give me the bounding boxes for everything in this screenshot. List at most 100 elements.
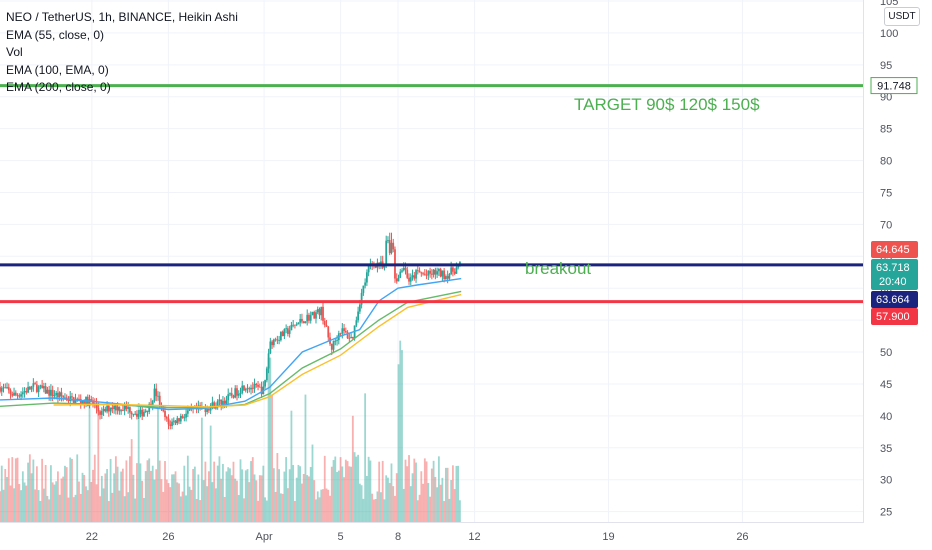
volume-bar (237, 495, 240, 522)
volume-bar (408, 455, 410, 522)
volume-bar (215, 488, 217, 522)
candle-body (102, 408, 105, 411)
volume-bar (92, 469, 94, 522)
candle-body (278, 340, 281, 342)
volume-bar (250, 461, 252, 522)
volume-bar (429, 496, 431, 522)
volume-bar (123, 496, 126, 522)
volume-bar (315, 499, 317, 522)
candle-body (325, 325, 328, 327)
volume-bar (78, 481, 80, 522)
candle-body (51, 389, 54, 397)
volume-bar (306, 475, 309, 522)
candle-body (174, 420, 177, 424)
candle-body (336, 340, 338, 341)
volume-bar (415, 462, 417, 522)
candle-body (309, 315, 312, 321)
volume-bar (434, 476, 437, 522)
price-tick-label: 105 (880, 0, 898, 8)
candle-body (429, 270, 431, 274)
volume-bar (378, 461, 381, 522)
volume-bar (121, 468, 124, 522)
candle-body (362, 285, 365, 293)
volume-bar (427, 483, 430, 522)
price-tick-label: 75 (880, 187, 892, 199)
time-tick-label: 19 (602, 531, 614, 543)
volume-bar (53, 484, 56, 522)
volume-bar (348, 466, 351, 522)
currency-button[interactable]: USDT (884, 7, 920, 26)
volume-bar (258, 475, 261, 522)
volume-bar (83, 474, 86, 522)
candle-body (302, 321, 305, 324)
indicator-ema-55[interactable]: EMA (55, close, 0) (6, 27, 105, 42)
volume-bar (269, 357, 272, 522)
time-tick-label: 22 (86, 531, 98, 543)
volume-bar (457, 465, 460, 522)
volume-bar (441, 477, 444, 522)
volume-bar (365, 475, 368, 522)
candle-body (121, 410, 124, 412)
candle-body (211, 402, 214, 406)
price-tags: 91.748 64.645 63.718 20:40 63.664 57.900 (870, 77, 918, 325)
candle-body (351, 336, 354, 339)
volume-bar (111, 492, 114, 522)
candle-body (422, 273, 424, 275)
candle-body (55, 392, 58, 396)
volume-bar (157, 408, 159, 522)
volume-bar (146, 460, 149, 522)
volume-bar (327, 489, 330, 522)
volume-bar (371, 493, 374, 522)
volume-bar (239, 459, 242, 522)
candle-body (374, 265, 377, 268)
candle-body (125, 405, 128, 409)
volume-bar (294, 501, 296, 522)
volume-bar (322, 489, 324, 522)
volume-bar (316, 491, 319, 522)
target-annotation[interactable]: TARGET 90$ 120$ 150$ (574, 95, 760, 114)
volume-bar (216, 465, 219, 522)
volume-bar (376, 491, 379, 522)
indicator-vol[interactable]: Vol (6, 45, 23, 59)
indicator-ema-100[interactable]: EMA (100, EMA, 0) (6, 62, 109, 77)
volume-bar (334, 456, 337, 522)
candle-body (62, 396, 65, 398)
volume-bar (118, 490, 121, 522)
volume-bar (241, 469, 244, 522)
candle-body (218, 399, 221, 401)
volume-bar (151, 465, 154, 522)
symbol-line[interactable]: NEO / TetherUS, 1h, BINANCE, Heikin Ashi (6, 10, 238, 24)
volume-bar (437, 456, 440, 522)
price-tick-label: 35 (880, 443, 892, 455)
candle-body (111, 407, 114, 410)
candle-body (58, 392, 61, 398)
candle-body (181, 415, 184, 419)
volume-bar (439, 484, 442, 522)
candle-body (239, 392, 242, 394)
candle-body (383, 265, 386, 268)
candle-body (395, 278, 398, 282)
candle-body (134, 413, 137, 415)
candle-body (272, 339, 275, 346)
candle-body (0, 387, 1, 392)
candle-body (258, 386, 261, 388)
candle-body (151, 400, 154, 406)
candle-body (132, 413, 135, 415)
volume-bar (285, 457, 288, 522)
indicator-ema-200[interactable]: EMA (200, close, 0) (6, 80, 111, 94)
candle-body (120, 410, 123, 412)
price-tick-label: 40 (880, 411, 892, 423)
volume-bar (236, 480, 238, 522)
candle-body (130, 412, 133, 415)
candle-body (348, 338, 351, 339)
volume-bar (436, 487, 439, 522)
breakout-annotation[interactable]: breakout (525, 259, 592, 278)
volume-bar (336, 472, 338, 522)
candle-body (257, 384, 259, 387)
volume-bar (57, 471, 59, 522)
candle-body (365, 272, 368, 283)
candle-body (185, 413, 187, 418)
candle-body (83, 400, 86, 405)
volume-bar (150, 470, 152, 522)
